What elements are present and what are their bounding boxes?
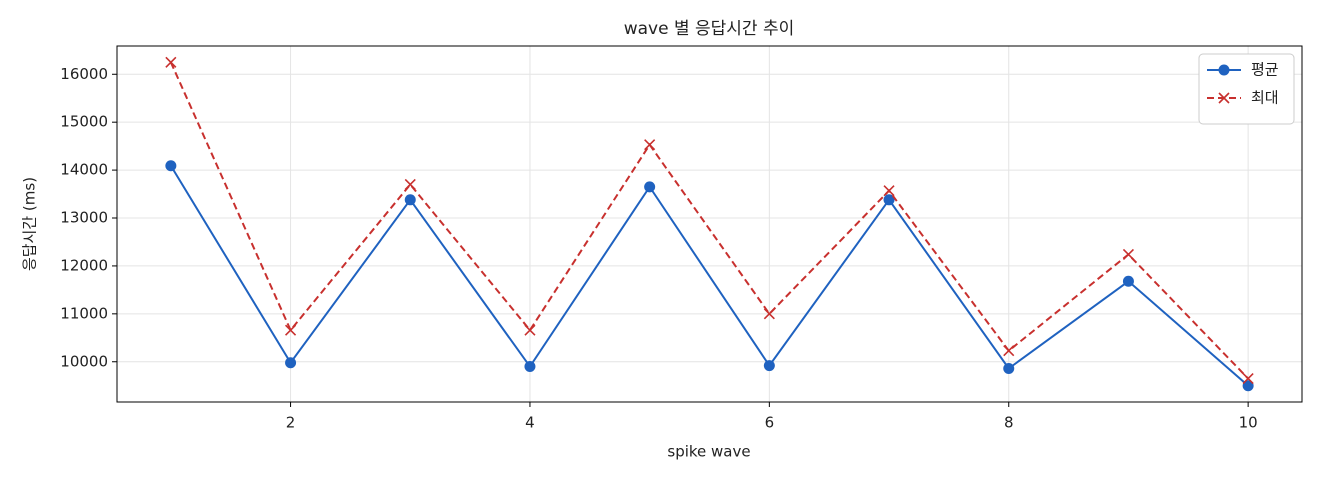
line [169,61,1249,380]
y-axis-label: 응답시간 (ms) [21,177,39,271]
y-tick-label: 11000 [60,304,108,322]
x-tick-label: 10 [1239,414,1258,432]
y-tick-label: 13000 [60,209,108,227]
marker [165,160,177,172]
marker [1242,372,1254,385]
marker [524,361,536,373]
x-tick-label: 6 [765,414,775,432]
y-tick-label: 10000 [60,352,108,370]
marker [165,56,177,68]
marker [883,194,895,206]
marker [763,308,775,320]
y-tick-label: 16000 [60,65,108,83]
marker [404,178,416,191]
marker [1003,362,1015,374]
marker [644,139,656,151]
marker [1122,275,1134,287]
legend-box [1198,53,1295,125]
legend-marker [1218,92,1230,104]
marker [1242,380,1254,392]
marker [763,360,775,372]
y-tick-label: 15000 [60,113,108,131]
marker [644,181,656,193]
x-tick-label: 4 [525,414,535,432]
y-tick-label: 12000 [60,256,108,274]
marker [284,324,297,336]
x-tick-label: 2 [286,414,296,432]
marker [404,194,416,206]
marker [1003,345,1015,357]
x-tick-label: 8 [1004,414,1014,432]
chart-title: wave 별 응답시간 추이 [624,19,795,39]
marker [1122,248,1135,260]
legend-marker [1218,64,1230,76]
marker [883,185,895,197]
legend-label: 최대 [1251,89,1279,107]
line [170,165,1249,387]
marker [285,357,297,369]
x-axis-label: spike wave [667,443,750,461]
legend-label: 평균 [1251,61,1279,79]
marker [524,324,536,336]
y-tick-label: 14000 [60,161,108,179]
plot-frame [116,45,1303,403]
